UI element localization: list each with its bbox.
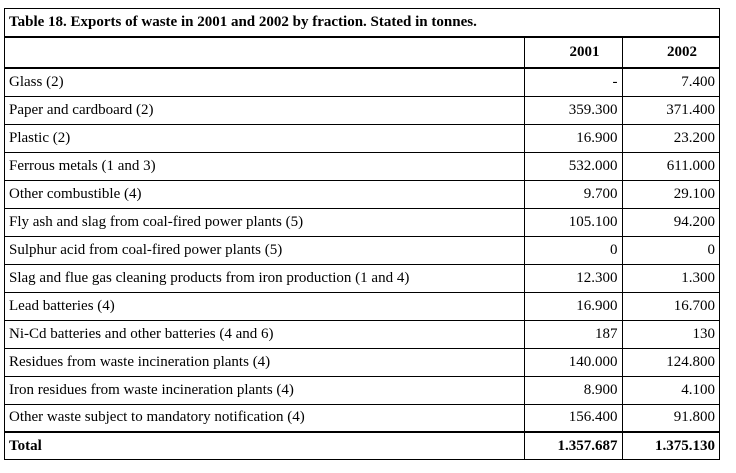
row-label: Glass (2) [5,68,525,97]
value-2001: 0 [524,236,623,265]
table-row: Other combustible (4) 9.700 29.100 [5,180,719,209]
row-label: Paper and cardboard (2) [5,96,525,125]
row-label: Fly ash and slag from coal-fired power p… [5,208,525,237]
table-row: Glass (2) - 7.400 [5,68,719,97]
row-label: Other waste subject to mandatory notific… [5,404,525,433]
row-label: Ferrous metals (1 and 3) [5,152,525,181]
total-2002: 1.375.130 [622,431,719,459]
value-2001: 8.900 [524,376,623,405]
table-row: Paper and cardboard (2) 359.300 371.400 [5,96,719,125]
table-title: Table 18. Exports of waste in 2001 and 2… [5,9,719,38]
total-row: Total 1.357.687 1.375.130 [5,431,719,459]
value-2002: 29.100 [622,180,719,209]
value-2002: 1.300 [622,264,719,293]
value-2001: 16.900 [524,124,623,153]
header-row: 2001 2002 [5,38,719,69]
waste-exports-table: Table 18. Exports of waste in 2001 and 2… [4,8,720,460]
table-row: Residues from waste incineration plants … [5,348,719,377]
value-2001: 359.300 [524,96,623,125]
row-label: Other combustible (4) [5,180,525,209]
table-row: Iron residues from waste incineration pl… [5,376,719,405]
table-row: Lead batteries (4) 16.900 16.700 [5,292,719,321]
value-2002: 7.400 [622,68,719,97]
value-2002: 371.400 [622,96,719,125]
value-2001: 105.100 [524,208,623,237]
value-2001: 16.900 [524,292,623,321]
value-2002: 23.200 [622,124,719,153]
total-2001: 1.357.687 [524,431,623,459]
table-row: Ferrous metals (1 and 3) 532.000 611.000 [5,152,719,181]
table-row: Slag and flue gas cleaning products from… [5,264,719,293]
value-2002: 124.800 [622,348,719,377]
row-label: Sulphur acid from coal-fired power plant… [5,236,525,265]
value-2002: 16.700 [622,292,719,321]
row-label: Residues from waste incineration plants … [5,348,525,377]
header-2002: 2002 [622,38,719,69]
row-label: Iron residues from waste incineration pl… [5,376,525,405]
table-row: Plastic (2) 16.900 23.200 [5,124,719,153]
value-2001: 140.000 [524,348,623,377]
row-label: Lead batteries (4) [5,292,525,321]
value-2002: 91.800 [622,404,719,433]
row-label: Plastic (2) [5,124,525,153]
row-label: Ni-Cd batteries and other batteries (4 a… [5,320,525,349]
value-2002: 130 [622,320,719,349]
row-label: Slag and flue gas cleaning products from… [5,264,525,293]
value-2001: - [524,68,623,97]
value-2001: 12.300 [524,264,623,293]
table-row: Ni-Cd batteries and other batteries (4 a… [5,320,719,349]
value-2002: 0 [622,236,719,265]
header-2001: 2001 [524,38,623,69]
value-2002: 611.000 [622,152,719,181]
data-table: 2001 2002 Glass (2) - 7.400 Paper and ca… [5,38,719,459]
value-2001: 9.700 [524,180,623,209]
value-2002: 94.200 [622,208,719,237]
table-row: Other waste subject to mandatory notific… [5,404,719,433]
table-row: Sulphur acid from coal-fired power plant… [5,236,719,265]
table-row: Fly ash and slag from coal-fired power p… [5,208,719,237]
total-label: Total [5,431,525,459]
value-2002: 4.100 [622,376,719,405]
value-2001: 187 [524,320,623,349]
header-label-column [5,38,525,69]
value-2001: 532.000 [524,152,623,181]
value-2001: 156.400 [524,404,623,433]
